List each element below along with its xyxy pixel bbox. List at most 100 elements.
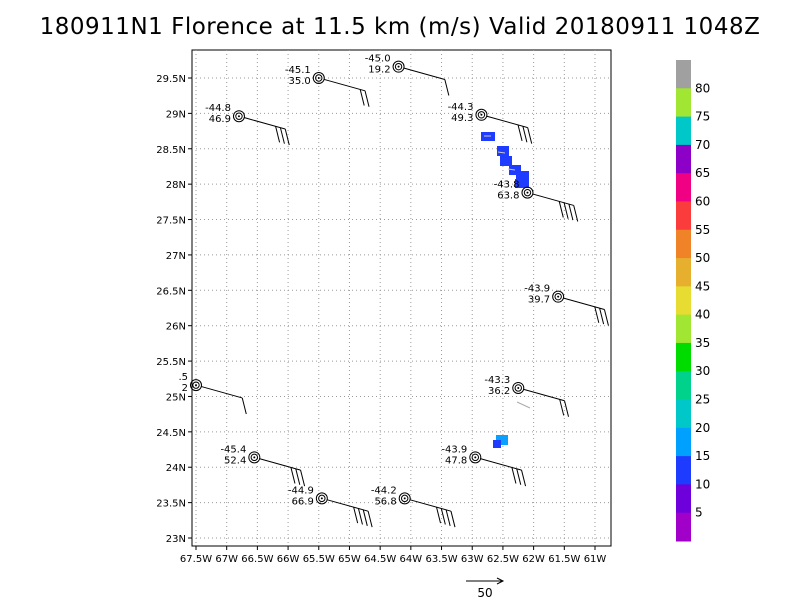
lat-tick-label: 29N — [166, 109, 186, 120]
station-wind-speed: 56.8 — [374, 496, 396, 507]
colorbar-swatch — [676, 60, 691, 89]
wind-barb-flag — [599, 308, 605, 325]
station-temperature: -43.3 — [484, 375, 510, 386]
wind-barb-shaft — [563, 297, 605, 310]
lat-tick-label: 23.5N — [156, 499, 186, 510]
station-marker: .52 — [178, 372, 247, 415]
wind-cell — [500, 156, 512, 166]
wind-barb-flag — [563, 202, 569, 219]
wind-barb-flag — [359, 89, 365, 106]
colorbar-swatch — [676, 201, 691, 231]
lat-tick-label: 29.5N — [156, 74, 186, 85]
wind-barb-flag — [284, 128, 290, 146]
sounding-stations: -45.135.0-45.019.2-44.846.9-44.349.3-43.… — [178, 54, 609, 528]
wind-barb-flag — [367, 511, 373, 528]
wind-barb-flag — [603, 309, 609, 326]
colorbar-label: 65 — [695, 166, 710, 180]
lon-tick-label: 62.5W — [487, 554, 519, 565]
station-wind-speed: 19.2 — [368, 65, 390, 76]
wind-barb-shaft — [326, 499, 369, 512]
colorbar-swatch — [676, 512, 691, 542]
lon-tick-label: 65W — [338, 554, 361, 565]
station-marker: -45.452.4 — [220, 444, 306, 487]
wind-barb-flag — [290, 467, 296, 484]
lon-tick-label: 66W — [277, 554, 300, 565]
station-temperature: .5 — [178, 372, 188, 383]
colorbar-label: 10 — [695, 477, 710, 491]
wind-barb-flag — [521, 470, 527, 487]
colorbar-swatch — [676, 484, 691, 514]
reference-vector: 50 — [466, 577, 505, 600]
station-marker: -44.846.9 — [205, 103, 290, 146]
map-frame — [191, 49, 612, 547]
station-marker: -43.939.7 — [524, 284, 609, 326]
colorbar-swatch — [676, 173, 691, 202]
colorbar-swatch — [676, 342, 691, 372]
colorbar-swatch — [676, 456, 691, 485]
lon-tick-label: 66.5W — [241, 554, 273, 565]
colorbar-swatch — [676, 286, 691, 316]
colorbar-label: 5 — [695, 506, 703, 520]
wind-barb-flag — [445, 509, 451, 526]
station-temperature: -43.8 — [494, 180, 520, 191]
wind-cell — [497, 146, 509, 156]
station-marker: -44.349.3 — [448, 102, 533, 144]
lat-tick-label: 23N — [166, 534, 186, 545]
wind-cell — [516, 171, 529, 181]
wind-barb-shaft — [323, 78, 366, 92]
colorbar: 5 10 15 20 25 30 35 40 45 50 55 60 65 70 75 80 — [676, 60, 710, 542]
colorbar-label: 45 — [695, 279, 710, 293]
colorbar-label: 80 — [695, 81, 710, 95]
station-wind-speed: 63.8 — [497, 191, 519, 202]
station-wind-speed: 39.7 — [528, 295, 550, 306]
lat-tick-label: 24.5N — [156, 428, 186, 439]
lat-tick-label: 28.5N — [156, 145, 186, 156]
lon-tick-label: 63W — [461, 554, 484, 565]
wind-barb-flag — [444, 79, 450, 96]
lon-tick-label: 64W — [400, 554, 423, 565]
colorbar-swatch — [676, 144, 691, 174]
small-wind-arrow — [507, 168, 516, 171]
wind-barb-flag — [527, 127, 533, 144]
wind-barb-flag — [568, 203, 574, 221]
lon-tick-label: 64.5W — [364, 554, 396, 565]
wind-barb-flag — [511, 467, 517, 484]
colorbar-label: 60 — [695, 194, 710, 208]
colorbar-label: 70 — [695, 138, 710, 152]
wind-cell — [496, 435, 508, 445]
wind-barb-shaft — [409, 499, 452, 512]
wind-barb-flag — [573, 205, 579, 222]
wind-barb-flag — [436, 507, 441, 524]
wind-barb-flag — [362, 509, 368, 526]
station-marker: -43.336.2 — [484, 375, 570, 417]
colorbar-label: 75 — [695, 110, 710, 124]
lon-tick-label: 61.5W — [548, 554, 580, 565]
wind-barb-flag — [594, 306, 600, 323]
wind-barb-shaft — [243, 117, 286, 130]
lon-tick-label: 67.5W — [180, 554, 212, 565]
station-marker: -44.966.9 — [288, 485, 373, 528]
wind-barb-flag — [241, 397, 247, 415]
wind-barb-shaft — [480, 458, 522, 471]
colorbar-swatch — [676, 371, 691, 401]
small-wind-arrow — [497, 151, 506, 154]
wind-barb-flag — [522, 126, 528, 143]
station-wind-speed: 66.9 — [292, 496, 314, 507]
wind-barb-flag — [357, 508, 363, 525]
wind-barb-shaft — [523, 388, 565, 402]
wind-speed-cells — [481, 132, 531, 448]
colorbar-label: 50 — [695, 251, 710, 265]
reference-vector-label: 50 — [477, 586, 492, 600]
colorbar-swatch — [676, 314, 691, 344]
colorbar-label: 15 — [695, 449, 710, 463]
lat-tick-label: 27.5N — [156, 216, 186, 227]
lat-tick-label: 28N — [166, 180, 186, 191]
lon-tick-label: 62W — [522, 554, 545, 565]
colorbar-swatch — [676, 258, 691, 287]
wind-barb-flag — [564, 400, 570, 417]
colorbar-label: 25 — [695, 393, 710, 407]
lon-tick-label: 61W — [584, 554, 607, 565]
colorbar-swatch — [676, 427, 691, 457]
station-temperature: -43.9 — [441, 444, 467, 455]
station-wind-speed: 47.8 — [445, 455, 467, 466]
